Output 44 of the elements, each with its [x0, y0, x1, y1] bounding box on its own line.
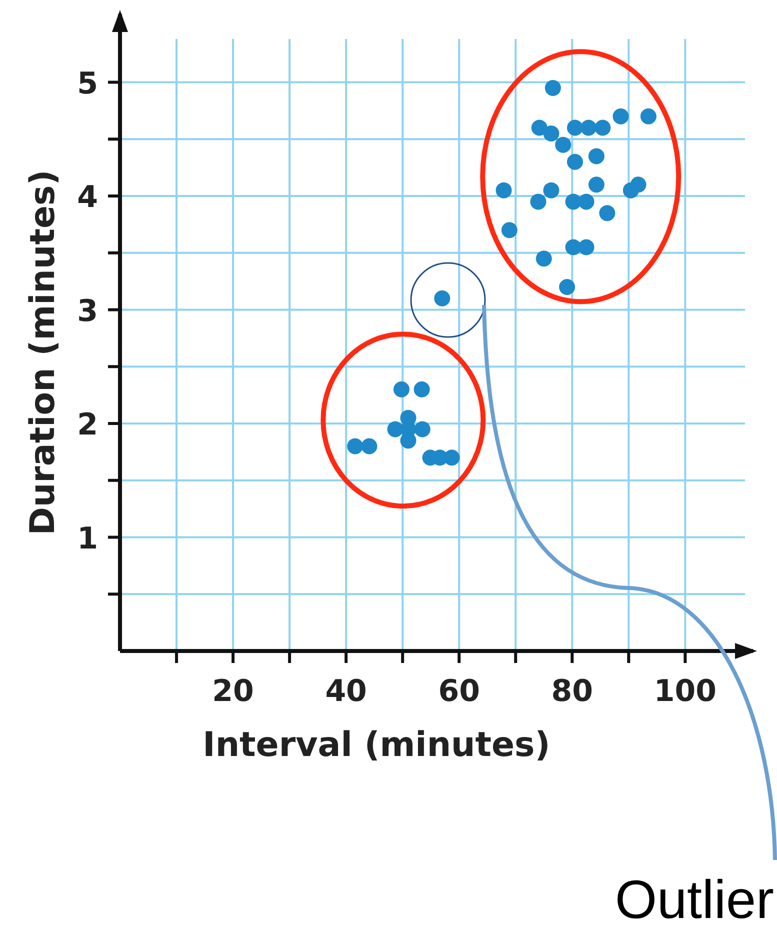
- point: [588, 176, 604, 193]
- point: [544, 80, 561, 96]
- x-tick-label: 20: [212, 674, 254, 709]
- point: [387, 421, 404, 438]
- y-tick-label: 2: [77, 408, 98, 442]
- point: [612, 108, 629, 124]
- y-tick-label: 3: [77, 294, 98, 329]
- x-tick-label: 40: [325, 674, 367, 709]
- point: [444, 450, 460, 466]
- point: [555, 136, 572, 153]
- point: [434, 290, 450, 306]
- point: [559, 279, 576, 295]
- x-tick-label: 60: [438, 674, 480, 709]
- x-tick-label: 100: [654, 674, 716, 709]
- y-tick-label: 5: [77, 66, 98, 102]
- point: [347, 438, 364, 454]
- point: [414, 381, 430, 398]
- point: [578, 239, 594, 256]
- point: [530, 194, 546, 210]
- point: [496, 182, 512, 198]
- point: [578, 194, 594, 210]
- point: [543, 182, 560, 198]
- point: [501, 222, 518, 238]
- point: [393, 381, 410, 398]
- point: [543, 125, 560, 142]
- text: Outlier: [614, 870, 774, 926]
- x-axis-title: Interval (minutes): [202, 725, 550, 765]
- point: [594, 120, 611, 136]
- point: [630, 176, 646, 193]
- point: [640, 108, 656, 124]
- point: [400, 432, 416, 449]
- point: [599, 205, 616, 222]
- point: [566, 120, 583, 136]
- point: [580, 120, 597, 136]
- y-axis-title: Duration (minutes): [23, 170, 63, 536]
- point: [414, 421, 430, 438]
- point: [566, 154, 583, 170]
- point: [531, 120, 548, 136]
- x-tick-label: 80: [551, 674, 594, 709]
- point: [588, 148, 604, 164]
- y-tick-label: 4: [77, 180, 98, 215]
- point: [536, 250, 552, 267]
- y-tick-label: 1: [77, 521, 98, 556]
- point: [361, 438, 378, 454]
